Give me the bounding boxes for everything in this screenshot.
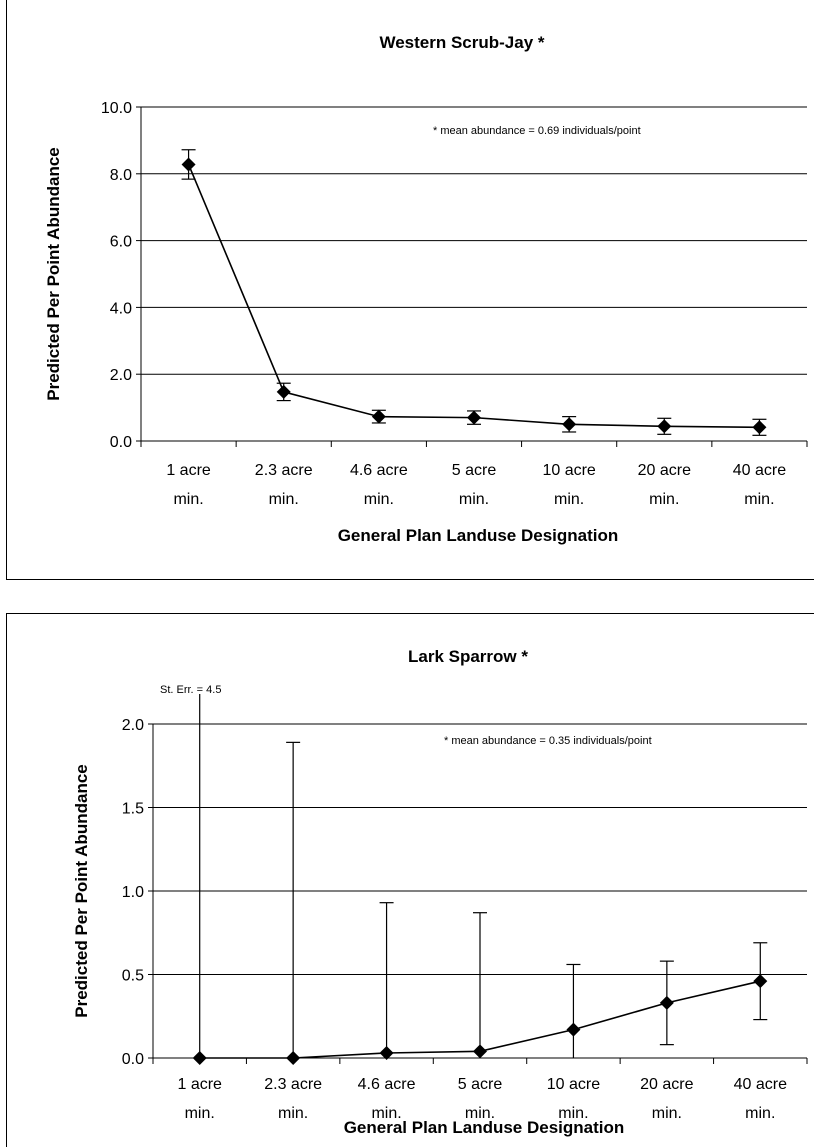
chart2-y-tick-label: 1.5 [122,801,144,818]
chart1-data-point [657,419,672,434]
chart1-title: Western Scrub-Jay * [379,33,544,52]
chart2-x-tick-label: 1 acre [177,1076,222,1093]
chart1-data-point [562,417,577,432]
chart2-data-point [192,1051,207,1065]
chart1-x-tick-label-line2: min. [459,491,489,508]
chart1-x-tick-label-line2: min. [744,491,774,508]
chart2-x-axis-title: General Plan Landuse Designation [344,1118,625,1137]
chart1-x-tick-label: 4.6 acre [350,462,408,479]
chart1-x-tick-label-line2: min. [269,491,299,508]
chart2-data-point [659,995,674,1010]
chart1-y-axis-title: Predicted Per Point Abundance [44,147,63,400]
chart1-x-tick-label: 20 acre [638,462,691,479]
chart2-data-point [286,1051,301,1065]
chart2-x-tick-label: 10 acre [547,1076,600,1093]
chart2-x-tick-label-line2: min. [652,1105,682,1122]
chart2-note: * mean abundance = 0.35 individuals/poin… [444,735,652,747]
chart2-x-tick-label-line2: min. [185,1105,215,1122]
chart2-data-point [753,974,768,989]
chart2-x-tick-label: 20 acre [640,1076,693,1093]
chart1-y-tick-label: 2.0 [110,367,132,384]
chart2-x-tick-label-line2: min. [278,1105,308,1122]
chart2-y-tick-label: 2.0 [122,717,144,734]
chart2-x-tick-label-line2: min. [465,1105,495,1122]
chart1-x-tick-label: 1 acre [166,462,211,479]
chart2-x-tick-label: 40 acre [734,1076,787,1093]
chart-svg-lark-sparrow: Lark Sparrow * 0.0 0.5 1.0 1.5 2.0 1 acre min. 2… [72,647,808,1137]
chart1-data-point [467,410,481,425]
chart1-data-point [371,409,386,424]
chart2-x-tick-label-line2: min. [745,1105,775,1122]
chart2-data-point [566,1022,581,1037]
chart1-data-point [181,157,196,172]
chart-panel-western-scrub-jay: Western Scrub-Jay * 0.0 2.0 4.0 6.0 8.0 10.0 1 … [6,0,814,580]
chart1-y-tick-label: 10.0 [101,100,132,117]
chart1-x-tick-label: 40 acre [733,462,786,479]
chart1-x-tick-label: 10 acre [542,462,595,479]
chart2-y-tick-label: 1.0 [122,884,144,901]
chart1-note: * mean abundance = 0.69 individuals/poin… [433,125,641,137]
chart1-y-tick-label: 6.0 [110,234,132,251]
chart1-x-tick-label: 2.3 acre [255,462,313,479]
chart1-data-point [752,420,767,435]
chart2-x-tick-label-line2: min. [371,1105,401,1122]
chart1-y-tick-label: 8.0 [110,167,132,184]
chart1-x-tick-label: 5 acre [452,462,497,479]
chart1-y-tick-label: 0.0 [110,434,132,451]
chart2-y-tick-label: 0.0 [122,1051,144,1068]
chart2-data-point [473,1044,487,1059]
chart1-data-point [276,384,291,399]
chart1-x-tick-label-line2: min. [649,491,679,508]
chart2-x-tick-label: 5 acre [458,1076,503,1093]
chart-svg-western-scrub-jay: Western Scrub-Jay * 0.0 2.0 4.0 6.0 8.0 10.0 1 … [44,33,808,545]
chart2-title: Lark Sparrow * [408,647,528,666]
chart1-x-tick-label-line2: min. [173,491,203,508]
chart2-x-tick-label-line2: min. [558,1105,588,1122]
chart2-data-point [379,1045,394,1060]
chart1-x-axis-title: General Plan Landuse Designation [338,526,619,545]
chart1-x-tick-label-line2: min. [364,491,394,508]
chart1-series-line [187,164,760,429]
chart2-x-tick-label: 2.3 acre [264,1076,322,1093]
chart2-x-tick-label: 4.6 acre [358,1076,416,1093]
chart2-y-axis-title: Predicted Per Point Abundance [72,764,91,1017]
chart1-x-tick-label-line2: min. [554,491,584,508]
chart1-y-tick-label: 4.0 [110,300,132,317]
chart2-annotation: St. Err. = 4.5 [160,684,221,696]
chart-panel-lark-sparrow: Lark Sparrow * 0.0 0.5 1.0 1.5 2.0 1 acre min. 2… [6,613,814,1147]
chart2-y-tick-label: 0.5 [122,968,144,985]
